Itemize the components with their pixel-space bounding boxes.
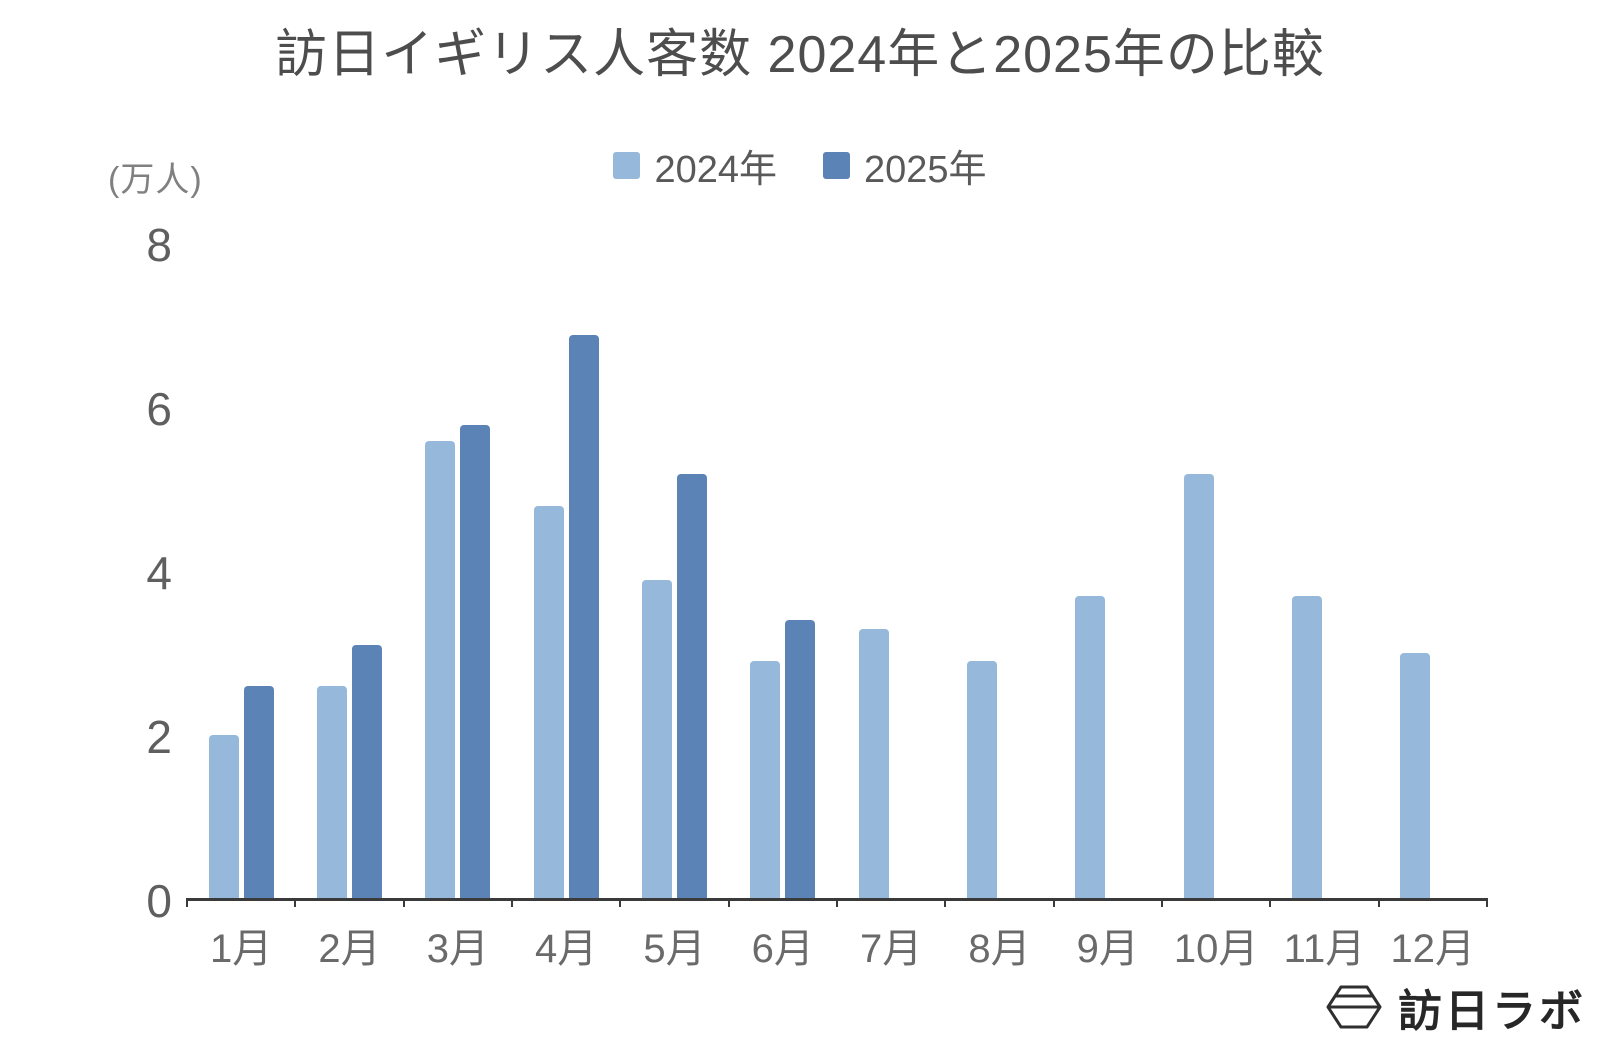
- month-group-9月: [1054, 245, 1162, 898]
- month-group-12月: [1379, 245, 1487, 898]
- bar-2025年-4月: [568, 334, 599, 898]
- brand-logo-text: 訪日ラボ: [1398, 987, 1586, 1036]
- brand-logo: 訪日ラボ: [1326, 975, 1586, 1039]
- bar-2025年-2月: [351, 644, 382, 898]
- x-axis-labels: 1月 2月 3月 4月 5月 6月 7月 8月 9月 10月 11月 12月: [187, 916, 1487, 974]
- y-tick-label: 8: [146, 219, 172, 271]
- x-label-5月: 5月: [643, 927, 706, 971]
- legend-item-2024: 2024年: [613, 138, 777, 193]
- bar-2025年-3月: [460, 424, 491, 898]
- month-group-8月: [945, 245, 1053, 898]
- x-label-9月: 9月: [1076, 927, 1139, 971]
- y-axis: 0 2 4 6 8: [40, 222, 172, 924]
- legend-label-2025: 2025年: [864, 149, 987, 191]
- month-group-5月: [620, 245, 728, 898]
- legend-item-2025: 2025年: [823, 138, 987, 193]
- bar-2025年-1月: [243, 685, 274, 898]
- bar-2024年-11月: [1291, 596, 1322, 898]
- x-axis-tick: [186, 898, 188, 907]
- month-group-7月: [837, 245, 945, 898]
- legend: 2024年 2025年: [0, 138, 1600, 193]
- chart-title: 訪日イギリス人客数 2024年と2025年の比較: [275, 26, 1325, 84]
- legend-swatch-2024: [613, 152, 641, 179]
- month-group-4月: [512, 245, 620, 898]
- bar-2025年-6月: [785, 620, 816, 898]
- x-label-2月: 2月: [318, 927, 381, 971]
- y-tick-label: 0: [146, 875, 172, 927]
- x-label-7月: 7月: [860, 927, 923, 971]
- bar-2024年-5月: [641, 579, 672, 898]
- bar-2024年-2月: [316, 685, 347, 898]
- hexagon-logo-icon: [1326, 985, 1382, 1029]
- month-group-1月: [187, 245, 295, 898]
- x-axis-tick: [1161, 898, 1163, 907]
- x-label-11月: 11月: [1283, 927, 1366, 971]
- x-axis-tick: [294, 898, 297, 907]
- bar-2024年-10月: [1183, 473, 1214, 898]
- x-label-10月: 10月: [1173, 927, 1259, 971]
- bar-2024年-3月: [425, 440, 456, 898]
- y-tick-label: 2: [146, 711, 172, 763]
- x-axis-tick: [402, 898, 405, 907]
- x-axis-tick: [511, 898, 513, 907]
- x-label-6月: 6月: [751, 927, 814, 971]
- x-label-1月: 1月: [210, 927, 273, 971]
- bar-2024年-9月: [1075, 596, 1106, 898]
- bar-2024年-12月: [1400, 653, 1431, 898]
- bar-2024年-4月: [533, 506, 564, 898]
- bar-2024年-7月: [858, 628, 889, 898]
- x-axis-tick: [836, 898, 838, 907]
- legend-label-2024: 2024年: [654, 149, 777, 191]
- bar-2024年-1月: [208, 734, 239, 898]
- x-axis-tick: [944, 898, 947, 907]
- x-label-12月: 12月: [1390, 927, 1476, 971]
- bar-2025年-5月: [676, 473, 707, 898]
- x-label-8月: 8月: [968, 927, 1031, 971]
- x-axis-tick: [1486, 898, 1488, 907]
- month-group-3月: [404, 245, 512, 898]
- month-group-11月: [1270, 245, 1378, 898]
- x-label-4月: 4月: [535, 927, 598, 971]
- month-group-6月: [729, 245, 837, 898]
- x-axis-tick: [1269, 898, 1272, 907]
- bar-series-container: [187, 245, 1487, 898]
- month-group-10月: [1162, 245, 1270, 898]
- y-axis-unit-label: (万人): [108, 161, 203, 199]
- x-axis-tick: [727, 898, 730, 907]
- x-axis-tick: [619, 898, 622, 907]
- month-group-2月: [295, 245, 403, 898]
- plot-area: [186, 245, 1488, 907]
- x-label-3月: 3月: [426, 927, 489, 971]
- bar-2024年-6月: [750, 661, 781, 898]
- x-axis-tick: [1052, 898, 1055, 907]
- y-tick-label: 4: [146, 547, 172, 599]
- bar-2024年-8月: [966, 661, 997, 898]
- x-axis-tick: [1377, 898, 1380, 907]
- legend-swatch-2025: [823, 152, 850, 179]
- y-tick-label: 6: [146, 383, 172, 435]
